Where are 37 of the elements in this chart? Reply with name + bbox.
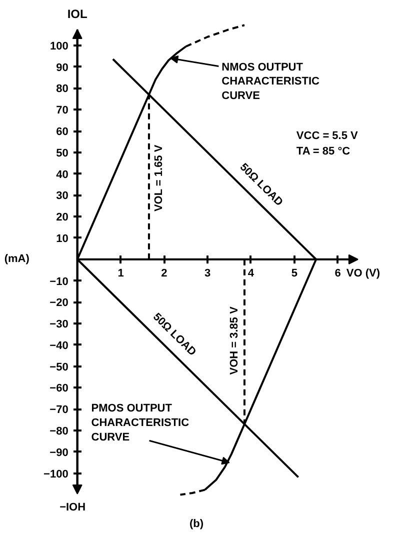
x-tick-label: 6	[334, 267, 341, 280]
annotation: (mA)	[4, 252, 30, 265]
annotation: (b)	[189, 518, 204, 530]
x-tick-label: 2	[161, 267, 168, 280]
y-tick-label: −20	[50, 297, 68, 310]
y-tick-label: −40	[50, 340, 68, 352]
y-tick-label: 90	[56, 62, 68, 74]
y-tick-label: 80	[56, 83, 68, 96]
y-tick-label: −10	[50, 276, 68, 288]
y-tick-label: 50	[56, 147, 68, 160]
y-tick-label: 40	[56, 168, 68, 181]
annotation: PMOS OUTPUT CHARACTERISTIC CURVE	[91, 402, 190, 444]
y-tick-label: 100	[50, 40, 68, 52]
x-tick-label: 1	[118, 267, 124, 280]
annotation: VOL = 1.65 V	[152, 144, 165, 212]
y-tick-label: 30	[56, 190, 68, 202]
y-tick-label: 60	[56, 126, 68, 138]
y-tick-label: −90	[50, 446, 68, 459]
y-tick-label: 10	[56, 232, 68, 245]
y-tick-label: −70	[50, 404, 68, 416]
x-tick-label: 5	[291, 267, 298, 280]
annotation: VOH = 3.85 V	[228, 306, 240, 375]
y-tick-label: −80	[50, 426, 68, 438]
y-tick-label: 20	[56, 212, 68, 224]
y-tick-label: 70	[56, 104, 68, 117]
y-tick-label: −60	[50, 382, 68, 395]
x-axis-title: VO (V)	[346, 267, 380, 280]
x-tick-label: 3	[204, 267, 211, 280]
y-tick-label: −30	[50, 318, 68, 331]
annotation: VCC = 5.5 V	[296, 130, 359, 142]
y-axis-title: IOL	[67, 7, 88, 22]
y-tick-label: −50	[50, 361, 68, 374]
annotation: TA = 85 °C	[296, 145, 350, 158]
annotation: −IOH	[60, 502, 86, 514]
annotation: NMOS OUTPUT CHARACTERISTIC CURVE	[222, 61, 320, 102]
x-tick-label: 4	[248, 267, 255, 280]
y-tick-label: −100	[44, 468, 68, 480]
